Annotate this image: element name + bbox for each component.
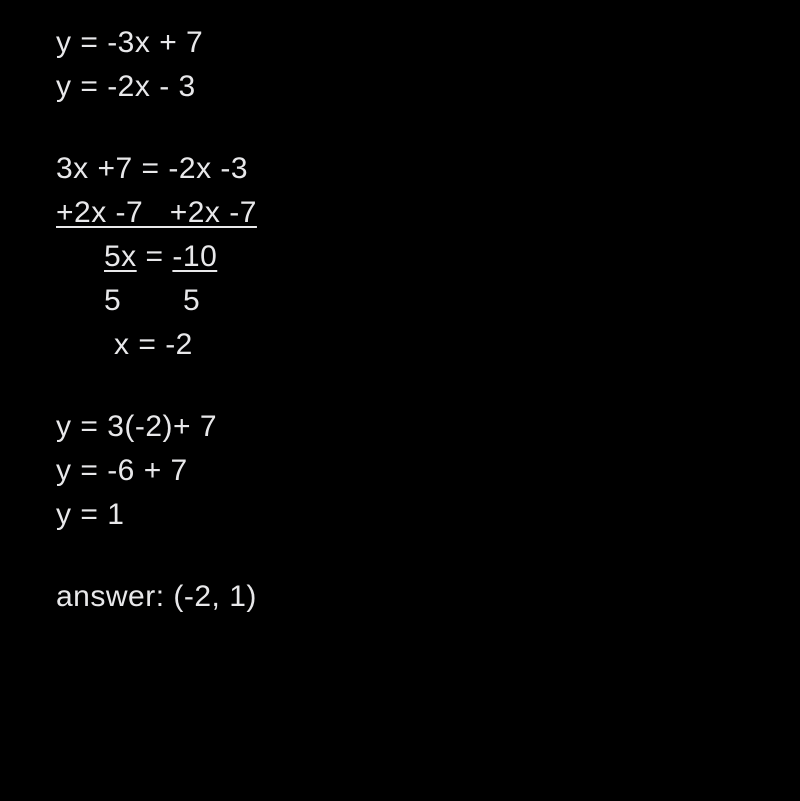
spacer xyxy=(56,544,800,582)
work-step-3-right: -10 xyxy=(172,240,217,273)
work-step-4-gap xyxy=(121,284,183,317)
work-step-5: x = -2 xyxy=(56,330,800,360)
work-step-4-right: 5 xyxy=(183,284,200,317)
work-step-3-left: 5x xyxy=(104,240,137,273)
work-step-3-mid: = xyxy=(137,240,173,273)
substitution-line-2: y = -6 + 7 xyxy=(56,456,800,486)
equation-line-1: y = -3x + 7 xyxy=(56,28,800,58)
work-step-4: 5 5 xyxy=(56,286,800,316)
spacer xyxy=(56,116,800,154)
substitution-line-1: y = 3(-2)+ 7 xyxy=(56,412,800,442)
spacer xyxy=(56,374,800,412)
work-step-4-left: 5 xyxy=(104,284,121,317)
substitution-line-3: y = 1 xyxy=(56,500,800,530)
work-step-2-text: +2x -7 +2x -7 xyxy=(56,196,257,229)
answer-line: answer: (-2, 1) xyxy=(56,582,800,612)
work-step-1: 3x +7 = -2x -3 xyxy=(56,154,800,184)
equation-line-2: y = -2x - 3 xyxy=(56,72,800,102)
work-step-2: +2x -7 +2x -7 xyxy=(56,198,800,228)
work-step-3: 5x = -10 xyxy=(56,242,800,272)
